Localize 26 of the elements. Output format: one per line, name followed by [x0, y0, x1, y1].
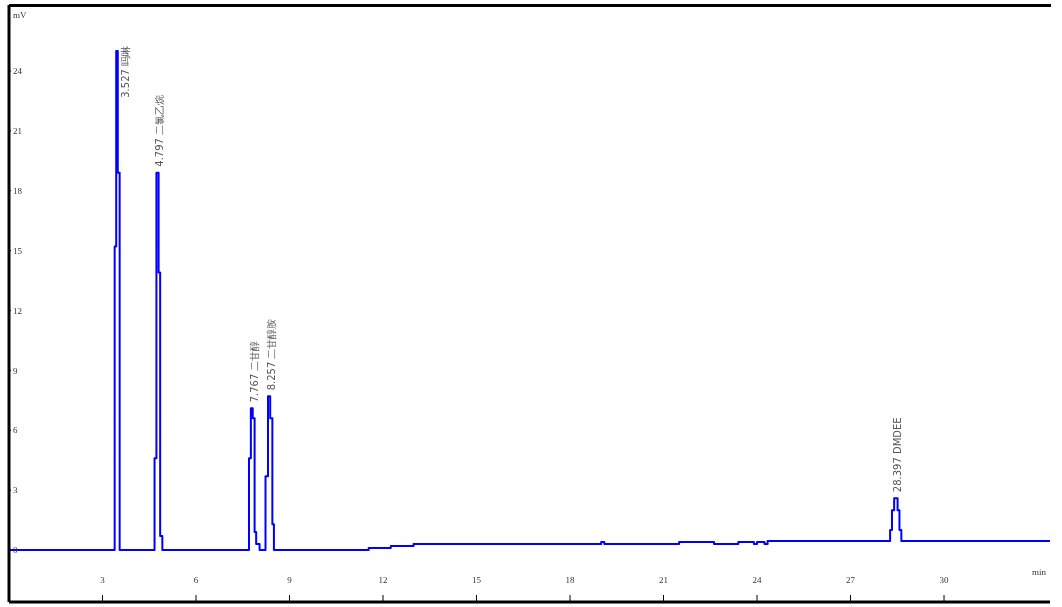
- y-tick-label: 21: [13, 125, 22, 136]
- y-axis-title: mV: [13, 10, 27, 21]
- annotation: 4.797 二氯乙烷: [154, 94, 166, 167]
- x-tick-label: 3: [100, 575, 106, 585]
- x-tick-label: 18: [565, 575, 576, 585]
- annotation: 8.257 二甘醇胺: [266, 318, 277, 391]
- x-tick-label: 30: [939, 575, 950, 585]
- y-tick-label: 9: [13, 365, 18, 376]
- x-tick-label: 6: [193, 575, 199, 585]
- y-tick-label: 15: [13, 245, 23, 256]
- y-tick-label: 24: [13, 66, 23, 77]
- x-tick-label: 27: [846, 575, 856, 585]
- y-tick-label: 12: [13, 305, 22, 316]
- x-tick-label: 24: [752, 575, 763, 585]
- x-tick-label: 21: [659, 575, 669, 585]
- annotation: 7.767 二甘醇: [248, 340, 260, 403]
- y-tick-label: 0: [13, 545, 18, 556]
- x-tick-label: 15: [472, 575, 482, 585]
- y-tick-label: 3: [13, 485, 18, 496]
- x-tick-label: 12: [378, 575, 388, 585]
- x-tick-label: 9: [287, 575, 293, 585]
- y-tick-label: 6: [13, 425, 18, 436]
- annotation: 3.527 吗啉: [120, 45, 132, 98]
- y-tick-label: 18: [13, 185, 23, 196]
- annotation: 28.397 DMDEE: [892, 417, 904, 493]
- x-axis-title: min: [1031, 567, 1046, 578]
